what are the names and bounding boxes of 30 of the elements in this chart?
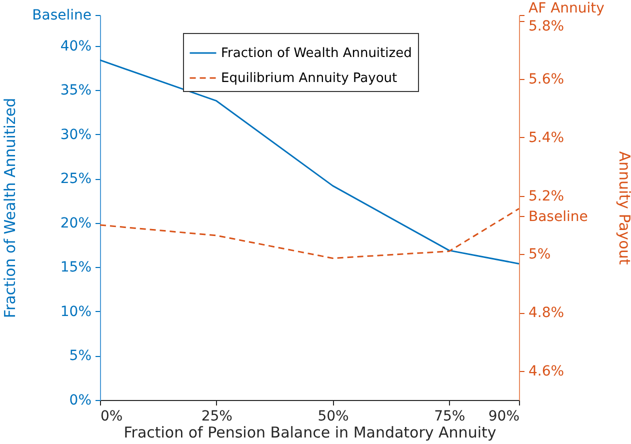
y-tick-label: 5%	[69, 348, 92, 364]
x-tick-label: 75%	[434, 408, 466, 424]
y-tick-label: 15%	[60, 260, 92, 276]
y2-tick-label: 4.8%	[528, 305, 564, 321]
y2-axis-title: Annuity Payout	[615, 151, 631, 265]
y-tick-label: Baseline	[32, 8, 92, 24]
y2-tick-label: 5.6%	[528, 72, 564, 88]
y2-tick-label: Baseline	[528, 208, 588, 225]
y-tick-label: 25%	[60, 171, 92, 188]
x-tick-label: 25%	[201, 408, 232, 424]
y2-tick-label: 5%	[528, 246, 551, 263]
legend-label: Equilibrium Annuity Payout	[221, 71, 398, 86]
y2-tick-label: 5.2%	[528, 188, 564, 204]
y-tick-label: 10%	[60, 304, 92, 320]
y2-tick-label: AF Annuity	[528, 0, 604, 16]
y-tick-label: 40%	[60, 38, 92, 54]
x-tick-label: 90%	[488, 408, 520, 424]
legend-label: Fraction of Wealth Annuitized	[221, 46, 412, 61]
y-tick-label: 0%	[69, 392, 92, 408]
y-tick-label: 30%	[60, 126, 92, 143]
y2-tick-label: 5.8%	[528, 18, 564, 34]
y-axis-title: Fraction of Wealth Annuitized	[1, 98, 20, 318]
x-tick-label: 50%	[318, 408, 349, 424]
x-tick-label: 0%	[100, 408, 123, 424]
y2-tick-label: 5.4%	[528, 130, 564, 146]
y-tick-label: 20%	[60, 215, 92, 232]
y2-tick-label: 4.6%	[528, 363, 564, 380]
y-tick-label: 35%	[60, 82, 92, 99]
x-axis-title: Fraction of Pension Balance in Mandatory Annuity	[124, 424, 496, 442]
line-series	[100, 59, 519, 264]
